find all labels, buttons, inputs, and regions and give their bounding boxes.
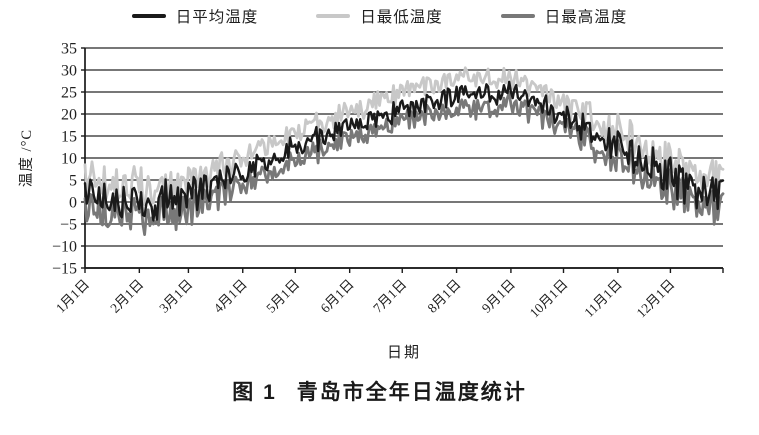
y-tick-label: −15 [52, 261, 77, 278]
y-axis-title: 温度 /°C [19, 128, 35, 188]
y-tick-label: 5 [69, 173, 77, 190]
series-line-max [83, 91, 725, 237]
x-axis-title: 日期 [386, 345, 421, 361]
x-tick-label: 12月1日 [634, 277, 678, 321]
legend-label-avg: 日平均温度 [175, 9, 259, 26]
legend-item-avg: 日平均温度 [131, 5, 259, 27]
x-tick-label: 10月1日 [527, 277, 571, 321]
y-tick-label: 0 [69, 195, 77, 212]
y-tick-label: −10 [52, 239, 77, 256]
chart-legend: 日平均温度 日最低温度 日最高温度 [0, 5, 759, 27]
legend-line-swatch-avg [131, 13, 166, 19]
y-tick-label: −5 [60, 217, 77, 234]
series-line-min [83, 66, 725, 206]
legend-line-swatch-min [316, 13, 351, 19]
y-tick-label: 30 [61, 63, 77, 80]
x-tick-label: 8月1日 [424, 277, 463, 316]
legend-label-max: 日最高温度 [544, 9, 628, 26]
y-tick-label: 35 [61, 41, 77, 58]
series-line-avg [83, 80, 725, 222]
y-tick-label: 15 [61, 129, 77, 146]
figure-label: 图 1 [232, 381, 277, 404]
x-tick-label: 3月1日 [156, 277, 195, 316]
x-tick-label: 6月1日 [318, 277, 357, 316]
x-tick-label: 4月1日 [211, 277, 250, 316]
x-tick-label: 2月1日 [107, 277, 146, 316]
y-tick-label: 10 [61, 151, 77, 168]
legend-item-min: 日最低温度 [316, 5, 443, 27]
legend-label-min: 日最低温度 [360, 9, 443, 26]
x-tick-label: 7月1日 [370, 277, 409, 316]
x-tick-label: 1月1日 [53, 277, 92, 316]
figure-caption: 图 1 青岛市全年日温度统计 [0, 376, 759, 406]
legend-line-swatch-max [500, 13, 535, 19]
x-tick-label: 11月1日 [581, 277, 625, 321]
legend-item-max: 日最高温度 [500, 5, 628, 27]
figure-title: 青岛市全年日温度统计 [296, 381, 527, 404]
y-tick-label: 20 [61, 107, 77, 124]
x-tick-label: 9月1日 [479, 277, 518, 316]
y-tick-label: 25 [61, 85, 77, 102]
x-tick-label: 5月1日 [263, 277, 302, 316]
